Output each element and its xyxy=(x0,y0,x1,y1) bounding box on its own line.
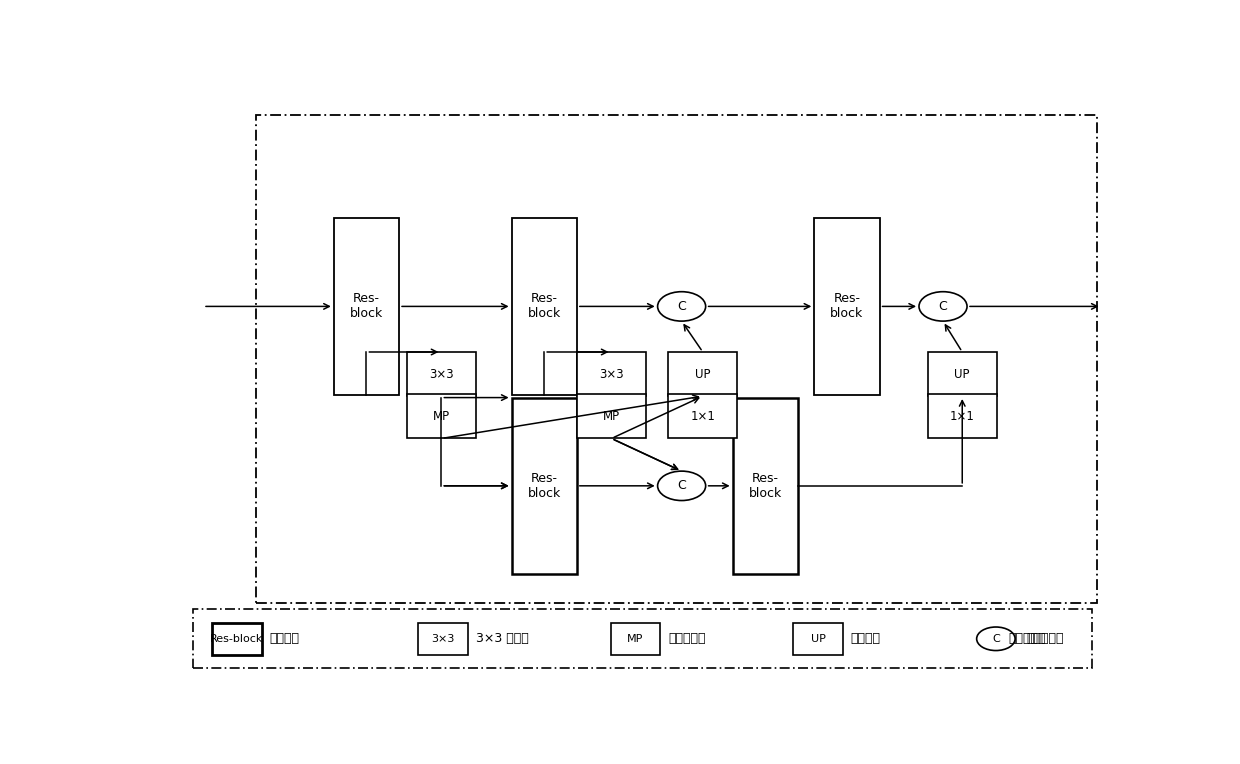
FancyBboxPatch shape xyxy=(733,397,797,574)
FancyBboxPatch shape xyxy=(512,219,577,395)
Text: C: C xyxy=(677,300,686,313)
Text: C: C xyxy=(677,479,686,492)
Text: 3×3 卷积层: 3×3 卷积层 xyxy=(476,633,528,646)
Text: C: C xyxy=(992,634,999,644)
FancyBboxPatch shape xyxy=(407,394,476,439)
Text: MP: MP xyxy=(627,634,644,644)
Text: MP: MP xyxy=(433,410,450,423)
Text: UP: UP xyxy=(694,367,711,380)
Circle shape xyxy=(919,292,967,321)
FancyBboxPatch shape xyxy=(668,352,738,396)
FancyBboxPatch shape xyxy=(928,352,997,396)
Text: 特征图级联: 特征图级联 xyxy=(1027,633,1064,646)
FancyBboxPatch shape xyxy=(577,394,646,439)
Circle shape xyxy=(657,471,706,500)
FancyBboxPatch shape xyxy=(815,219,879,395)
Text: Res-
block: Res- block xyxy=(527,293,560,320)
Text: 3×3: 3×3 xyxy=(599,367,624,380)
Text: 特征图级联: 特征图级联 xyxy=(1008,633,1045,646)
Text: 3×3: 3×3 xyxy=(429,367,454,380)
FancyBboxPatch shape xyxy=(418,623,469,655)
Text: C: C xyxy=(939,300,947,313)
FancyBboxPatch shape xyxy=(610,623,661,655)
FancyBboxPatch shape xyxy=(668,394,738,439)
FancyBboxPatch shape xyxy=(512,397,577,574)
Text: UP: UP xyxy=(955,367,970,380)
FancyBboxPatch shape xyxy=(212,623,262,655)
FancyBboxPatch shape xyxy=(928,394,997,439)
Text: Res-
block: Res- block xyxy=(831,293,863,320)
Text: Res-
block: Res- block xyxy=(749,472,782,500)
FancyBboxPatch shape xyxy=(407,352,476,396)
Text: 上采样层: 上采样层 xyxy=(851,633,880,646)
FancyBboxPatch shape xyxy=(193,610,1092,668)
Text: Res-
block: Res- block xyxy=(527,472,560,500)
Text: UP: UP xyxy=(811,634,826,644)
Text: MP: MP xyxy=(603,410,620,423)
FancyBboxPatch shape xyxy=(334,219,399,395)
Text: Res-
block: Res- block xyxy=(350,293,383,320)
FancyBboxPatch shape xyxy=(255,115,1096,604)
Text: 1×1: 1×1 xyxy=(950,410,975,423)
Text: 1×1: 1×1 xyxy=(691,410,715,423)
Circle shape xyxy=(977,627,1016,651)
Text: 3×3: 3×3 xyxy=(432,634,455,644)
Circle shape xyxy=(657,292,706,321)
Text: 最大池化层: 最大池化层 xyxy=(668,633,706,646)
FancyBboxPatch shape xyxy=(794,623,843,655)
Text: 残差模块: 残差模块 xyxy=(269,633,299,646)
FancyBboxPatch shape xyxy=(577,352,646,396)
Text: Res-block: Res-block xyxy=(210,634,263,644)
